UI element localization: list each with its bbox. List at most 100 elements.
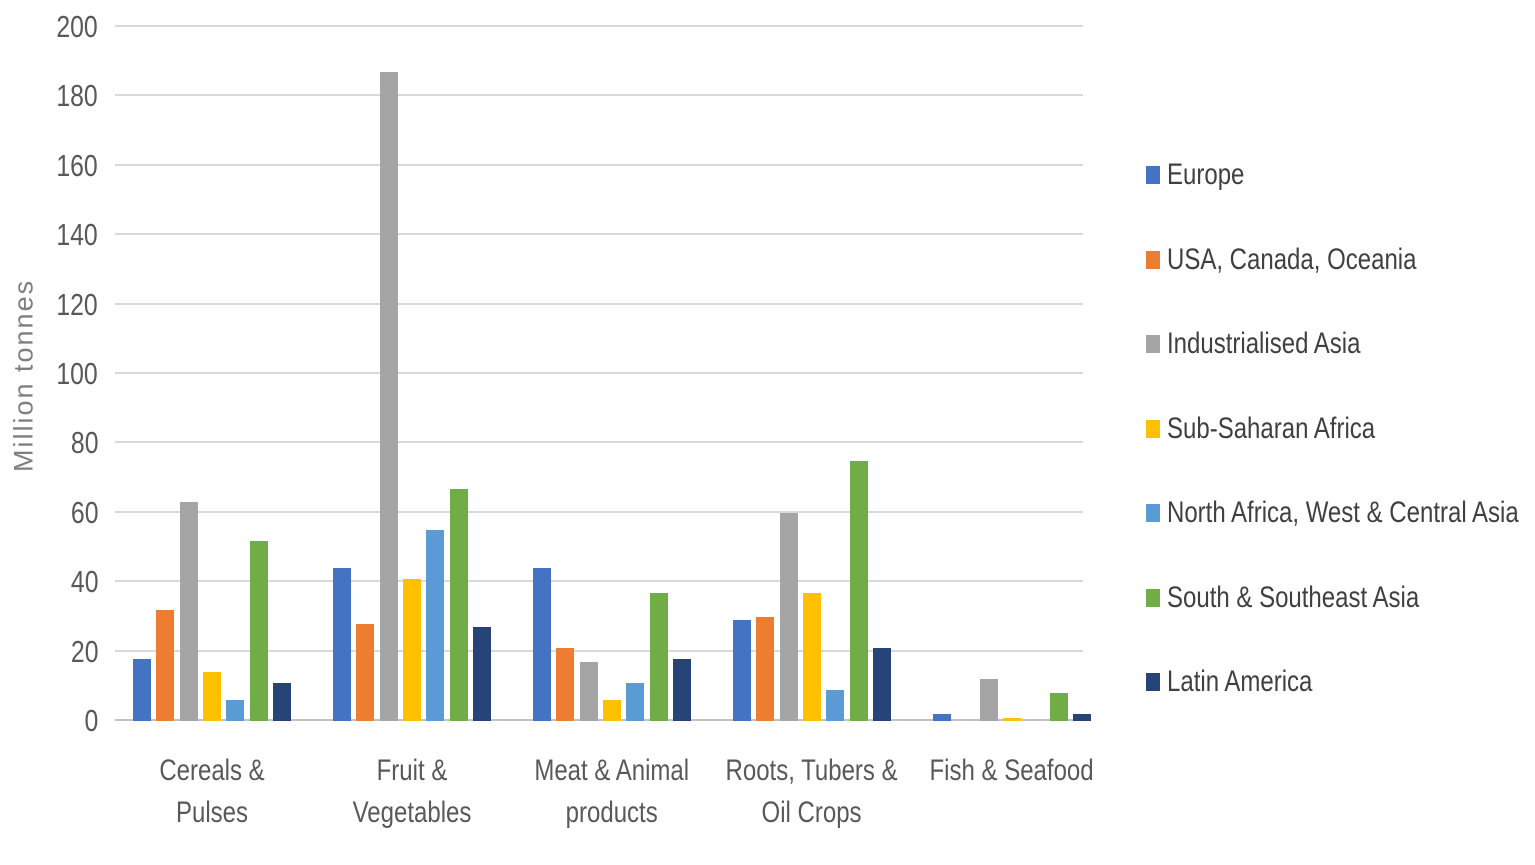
gridline bbox=[115, 580, 1083, 583]
bar bbox=[1049, 693, 1068, 721]
legend-label: Sub-Saharan Africa bbox=[1167, 411, 1376, 445]
y-tick-label: 200 bbox=[24, 9, 98, 45]
x-category-label: Roots, Tubers & Oil Crops bbox=[697, 750, 927, 834]
bar bbox=[533, 568, 552, 721]
y-tick-value: 160 bbox=[56, 147, 98, 183]
bar bbox=[272, 682, 291, 721]
legend-label: Europe bbox=[1167, 158, 1245, 191]
gridline bbox=[115, 649, 1083, 652]
gridline bbox=[115, 233, 1083, 236]
bar bbox=[933, 714, 952, 721]
legend-item: Europe bbox=[1146, 154, 1264, 196]
x-axis-line bbox=[115, 719, 1083, 721]
bar bbox=[649, 592, 668, 721]
y-tick-value: 180 bbox=[56, 78, 98, 114]
y-tick-value: 140 bbox=[56, 217, 98, 253]
legend-label: South & Southeast Asia bbox=[1167, 580, 1420, 614]
bar bbox=[356, 623, 375, 721]
legend-item: Sub-Saharan Africa bbox=[1146, 408, 1427, 450]
legend-item: Latin America bbox=[1146, 661, 1349, 703]
gridline bbox=[115, 25, 1083, 27]
legend-swatch bbox=[1146, 166, 1160, 184]
y-tick-value: 100 bbox=[56, 356, 98, 391]
bar bbox=[556, 648, 575, 721]
bar bbox=[203, 672, 221, 721]
y-tick-label: 0 bbox=[24, 703, 98, 739]
legend-swatch bbox=[1146, 504, 1160, 522]
y-tick-label: 120 bbox=[24, 287, 98, 323]
y-tick-label: 40 bbox=[24, 564, 98, 600]
bar bbox=[226, 700, 245, 721]
gridline bbox=[115, 372, 1083, 374]
y-tick-value: 0 bbox=[84, 703, 98, 738]
y-tick-value: 80 bbox=[70, 425, 98, 461]
legend-label: Latin America bbox=[1167, 665, 1313, 698]
gridline bbox=[115, 510, 1083, 513]
legend-label: USA, Canada, Oceania bbox=[1167, 242, 1417, 276]
y-tick-label: 160 bbox=[24, 148, 98, 184]
y-tick-label: 60 bbox=[24, 495, 98, 531]
y-tick-value: 60 bbox=[70, 494, 98, 530]
bar bbox=[779, 512, 798, 721]
bar bbox=[379, 72, 398, 721]
bar bbox=[333, 568, 352, 721]
gridline bbox=[115, 163, 1083, 166]
legend-swatch bbox=[1146, 419, 1160, 438]
y-tick-label: 180 bbox=[24, 78, 98, 114]
bar bbox=[826, 689, 845, 721]
gridline bbox=[115, 302, 1083, 305]
gridline bbox=[115, 441, 1083, 444]
legend-label: North Africa, West & Central Asia bbox=[1167, 496, 1519, 529]
bar bbox=[403, 578, 421, 721]
bar bbox=[979, 679, 998, 721]
x-category-label: Fruit & Vegetables bbox=[297, 750, 527, 834]
bar bbox=[626, 682, 645, 721]
bar bbox=[579, 662, 598, 721]
legend-swatch bbox=[1146, 250, 1160, 269]
legend-item: USA, Canada, Oceania bbox=[1146, 239, 1479, 281]
x-category-text: Fruit & Vegetables bbox=[352, 754, 472, 829]
bar bbox=[179, 502, 198, 721]
bar bbox=[803, 592, 821, 721]
y-tick-value: 120 bbox=[56, 286, 98, 322]
bar bbox=[472, 627, 491, 721]
bar bbox=[603, 700, 621, 721]
x-category-label: Fish & Seafood bbox=[897, 750, 1127, 792]
bar bbox=[133, 658, 152, 721]
legend-item: South & Southeast Asia bbox=[1146, 577, 1482, 619]
legend-swatch bbox=[1146, 673, 1160, 691]
x-category-text: Cereals & Pulses bbox=[159, 754, 265, 829]
bar bbox=[1072, 714, 1091, 721]
y-tick-label: 80 bbox=[24, 425, 98, 461]
bar bbox=[156, 609, 175, 721]
y-tick-label: 100 bbox=[24, 356, 98, 392]
x-category-label: Cereals & Pulses bbox=[97, 750, 327, 834]
x-category-text: Meat & Animal products bbox=[534, 754, 690, 829]
legend-label: Industrialised Asia bbox=[1167, 327, 1361, 360]
y-tick-value: 40 bbox=[70, 564, 98, 600]
x-category-text: Roots, Tubers & Oil Crops bbox=[725, 754, 899, 829]
legend: Europe USA, Canada, Oceania Industrialised… bbox=[1146, 0, 1535, 865]
gridline bbox=[115, 94, 1083, 97]
bar bbox=[249, 540, 268, 721]
bar bbox=[426, 530, 445, 721]
legend-item: Industrialised Asia bbox=[1146, 323, 1409, 365]
bar bbox=[756, 616, 775, 721]
y-tick-value: 200 bbox=[56, 9, 98, 44]
legend-item: North Africa, West & Central Asia bbox=[1146, 492, 1535, 534]
y-tick-label: 140 bbox=[24, 217, 98, 253]
legend-swatch bbox=[1146, 588, 1160, 607]
legend-swatch bbox=[1146, 335, 1160, 353]
bar bbox=[872, 648, 891, 721]
x-category-text: Fish & Seafood bbox=[929, 754, 1095, 787]
bar bbox=[849, 460, 868, 721]
bar bbox=[672, 658, 691, 721]
y-tick-label: 20 bbox=[24, 634, 98, 670]
x-category-label: Meat & Animal products bbox=[497, 750, 727, 834]
bar bbox=[449, 488, 468, 721]
bar bbox=[733, 620, 752, 721]
y-tick-value: 20 bbox=[70, 633, 98, 669]
plot-area bbox=[115, 25, 1091, 721]
bar bbox=[1003, 717, 1021, 721]
